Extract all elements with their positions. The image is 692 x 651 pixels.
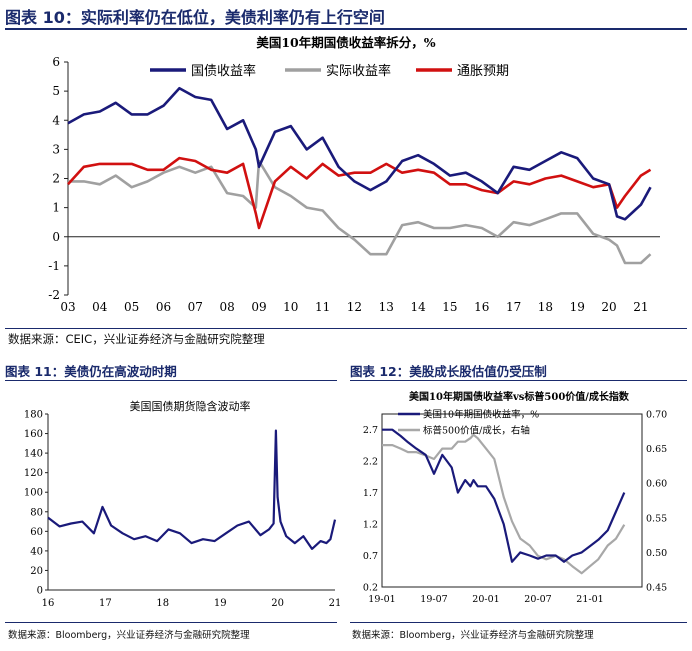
fig10-x-tick-label: 11	[315, 300, 330, 314]
fig10-x-tick-label: 19	[570, 300, 585, 314]
fig12-y-right-tick-label: 0.50	[646, 548, 667, 559]
fig11-y-tick-label: 40	[30, 546, 43, 557]
fig10-y-tick-label: 1	[52, 201, 60, 215]
fig11-y-tick-label: 140	[24, 449, 43, 460]
fig12-bottom-rule	[350, 622, 687, 623]
fig10-y-tick-label: 4	[52, 113, 60, 127]
fig10-x-tick-label: 03	[60, 300, 75, 314]
fig10-y-tick-label: 5	[52, 84, 60, 98]
fig10-y-tick-label: -1	[48, 259, 60, 273]
fig11-x-tick-label: 19	[214, 598, 227, 609]
fig10-x-tick-label: 16	[474, 300, 489, 314]
fig12-x-tick-label: 20-07	[524, 594, 551, 605]
fig10-x-tick-label: 13	[379, 300, 394, 314]
fig12-chart: 美国10年期国债收益率vs标普500价值/成长指数 0.2 0.7 1.2 1.7 2.…	[363, 390, 667, 605]
fig11-top-rule	[5, 380, 337, 381]
fig11-y-tick-label: 60	[30, 527, 43, 538]
fig10-x-tick-label: 05	[124, 300, 139, 314]
fig10-x-tick-label: 14	[410, 300, 426, 314]
fig12-y-left-tick-label: 2.2	[363, 457, 378, 468]
fig10-x-tick-label: 10	[283, 300, 298, 314]
fig11-x-tick-label: 21	[329, 598, 340, 609]
fig12-x-tick-label: 21-01	[576, 594, 603, 605]
fig11-y-tick-label: 20	[30, 566, 43, 577]
fig11-y-tick-label: 100	[24, 488, 43, 499]
fig10-x-tick-label: 21	[633, 300, 648, 314]
fig11-x-tick-label: 20	[271, 598, 284, 609]
fig11-y-tick-label: 160	[24, 429, 43, 440]
fig10-x-tick-label: 04	[92, 300, 108, 314]
fig10-series-line-1	[68, 159, 652, 265]
fig11-y-tick-label: 120	[24, 468, 43, 479]
fig10-chart-title: 美国10年期国债收益率拆分，%	[256, 35, 435, 50]
fig12-legend-label: 美国10年期国债收益率，%	[423, 409, 539, 421]
fig10-top-rule	[5, 28, 687, 30]
fig10-y-tick-label: 6	[52, 55, 60, 69]
fig10-y-tick-label: 0	[52, 230, 60, 244]
fig11-source: 数据来源：Bloomberg，兴业证券经济与金融研究院整理	[8, 630, 250, 641]
fig11-y-tick-label: 0	[37, 586, 43, 597]
fig10-bottom-rule	[5, 328, 687, 329]
fig10-x-tick-label: 07	[188, 300, 203, 314]
fig12-y-left-tick-label: 1.7	[363, 488, 378, 499]
fig11-x-tick-label: 16	[42, 598, 55, 609]
fig10-y-tick-label: 2	[52, 172, 60, 186]
fig11-series-line	[47, 429, 337, 550]
fig12-y-right-tick-label: 0.45	[646, 583, 667, 594]
fig12-legend-label: 标普500价值/成长，右轴	[423, 425, 530, 437]
fig10-series-line-0	[67, 86, 652, 221]
fig10-x-tick-label: 06	[156, 300, 171, 314]
fig12-y-right-tick-label: 0.55	[646, 513, 667, 524]
fig10-heading: 图表 10：实际利率仍在低位，美债利率仍有上行空间	[5, 8, 385, 27]
fig12-x-tick-label: 19-07	[420, 594, 447, 605]
fig12-x-tick-label: 20-01	[472, 594, 499, 605]
fig10-x-tick-label: 20	[601, 300, 616, 314]
fig10-legend-label: 通胀预期	[457, 64, 509, 79]
fig12-y-right-tick-label: 0.60	[646, 479, 667, 490]
fig10-source: 数据来源：CEIC，兴业证券经济与金融研究院整理	[8, 332, 265, 346]
fig12-y-right-tick-label: 0.65	[646, 444, 667, 455]
fig11-y-tick-label: 80	[30, 507, 43, 518]
fig11-x-tick-label: 17	[99, 598, 112, 609]
fig11-chart: 美国国债期货隐含波动率 0 20 40 60 80 100 120 140 160 180 16 17…	[24, 399, 340, 609]
fig11-chart-title: 美国国债期货隐含波动率	[130, 399, 251, 413]
fig12-y-right-tick-label: 0.70	[646, 410, 667, 421]
fig12-series-line-right	[382, 433, 626, 575]
fig10-y-tick-label: -2	[48, 288, 60, 302]
fig12-series-line-left	[382, 428, 626, 563]
fig10-x-tick-label: 12	[347, 300, 362, 314]
fig12-y-left-tick-label: 1.2	[363, 520, 378, 531]
fig11-heading: 图表 11：美债仍在高波动时期	[5, 364, 177, 379]
fig12-y-left-tick-label: 0.7	[363, 551, 378, 562]
fig10-x-tick-label: 18	[538, 300, 553, 314]
fig10-x-tick-label: 08	[219, 300, 234, 314]
fig12-heading: 图表 12：美股成长股估值仍受压制	[350, 364, 547, 379]
fig12-top-rule	[350, 380, 687, 381]
fig12-y-left-tick-label: 0.2	[363, 583, 378, 594]
fig10-legend-label: 实际收益率	[326, 63, 391, 79]
fig11-x-tick-label: 18	[156, 598, 169, 609]
fig10-x-tick-label: 09	[251, 300, 266, 314]
fig12-chart-title: 美国10年期国债收益率vs标普500价值/成长指数	[409, 390, 630, 403]
fig10-x-tick-label: 17	[506, 300, 521, 314]
fig10-x-tick-label: 15	[442, 300, 457, 314]
fig10-y-tick-label: 3	[52, 142, 60, 156]
fig10-series-line-2	[67, 156, 652, 230]
fig11-y-tick-label: 180	[24, 410, 43, 421]
fig12-x-tick-label: 19-01	[368, 594, 395, 605]
fig11-bottom-rule	[5, 622, 337, 623]
fig12-plot-frame	[381, 413, 643, 588]
fig12-y-left-tick-label: 2.7	[363, 425, 378, 436]
fig12-source: 数据来源：Bloomberg，兴业证券经济与金融研究院整理	[352, 630, 594, 641]
fig10-legend-label: 国债收益率	[191, 63, 256, 79]
